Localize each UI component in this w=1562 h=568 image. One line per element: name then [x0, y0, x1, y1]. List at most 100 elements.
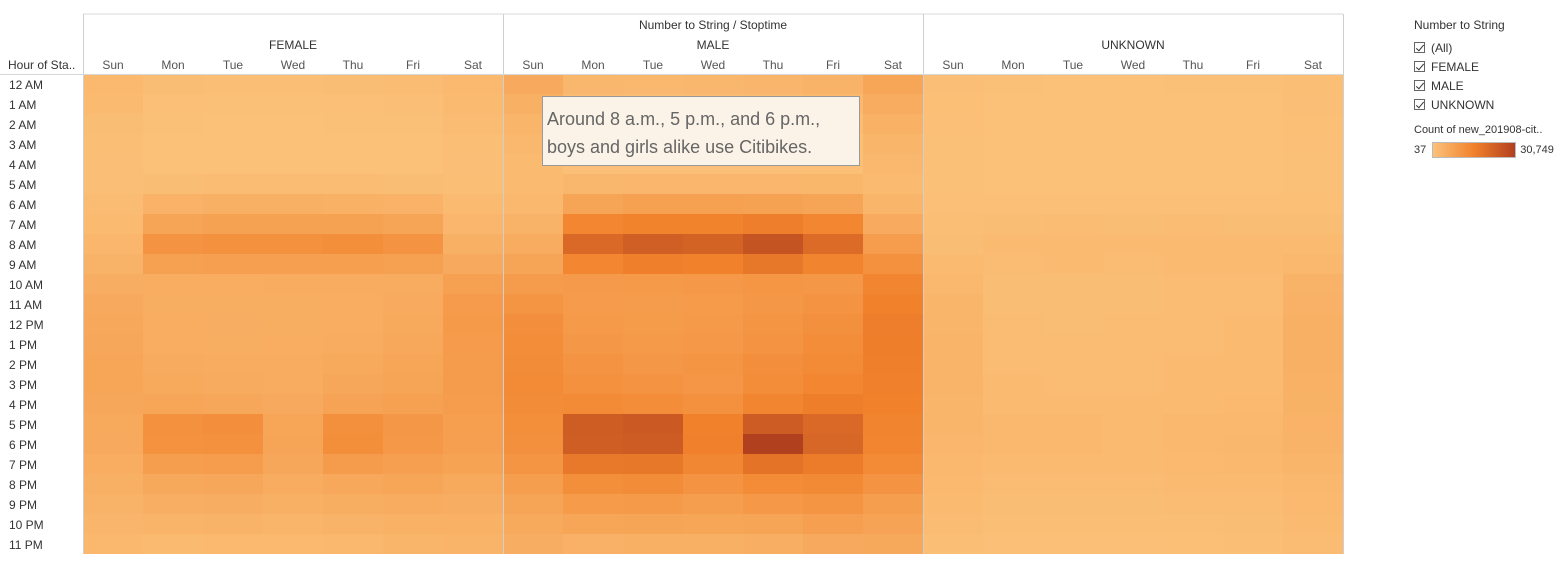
heatmap-cell: [1283, 434, 1343, 454]
heatmap-cell: [623, 354, 683, 374]
heatmap-cell: [1223, 274, 1283, 294]
heatmap-cell: [1283, 274, 1343, 294]
heatmap-cell: [623, 334, 683, 354]
group-label: MALE: [697, 38, 730, 52]
heatmap-cell: [983, 434, 1043, 454]
heatmap-cell: [83, 294, 143, 314]
heatmap-cell: [1223, 454, 1283, 474]
heatmap-cell: [563, 254, 623, 274]
heatmap-cell: [1283, 114, 1343, 134]
heatmap-cell: [443, 394, 503, 414]
heatmap-cell: [503, 334, 563, 354]
filter-option-all[interactable]: (All): [1414, 38, 1562, 57]
checkbox-checked-icon[interactable]: [1414, 99, 1425, 110]
heatmap-cell: [383, 134, 443, 154]
heatmap-cell: [443, 154, 503, 174]
heatmap-cell: [83, 254, 143, 274]
heatmap-cell: [803, 194, 863, 214]
heatmap-cell: [1043, 294, 1103, 314]
heatmap-cell: [503, 214, 563, 234]
checkbox-checked-icon[interactable]: [1414, 42, 1425, 53]
heatmap-cell: [1103, 534, 1163, 554]
heatmap-cell: [1223, 94, 1283, 114]
heatmap-cell: [863, 374, 923, 394]
heatmap-cell: [383, 274, 443, 294]
heatmap-cell: [1043, 254, 1103, 274]
heatmap-cell: [203, 174, 263, 194]
heatmap-cell: [1103, 334, 1163, 354]
heatmap-cell: [863, 314, 923, 334]
heatmap-cell: [503, 374, 563, 394]
heatmap-cell: [1103, 494, 1163, 514]
heatmap-cell: [743, 534, 803, 554]
day-label: Wed: [281, 58, 305, 72]
heatmap-cell: [83, 434, 143, 454]
heatmap-cell: [1043, 394, 1103, 414]
heatmap-cell: [503, 534, 563, 554]
heatmap-cell: [743, 74, 803, 94]
day-label: Tue: [1063, 58, 1084, 72]
heatmap-cell: [1223, 514, 1283, 534]
heatmap-cell: [1043, 434, 1103, 454]
day-label: Mon: [161, 58, 184, 72]
heatmap-cell: [263, 254, 323, 274]
heatmap-cell: [1163, 94, 1223, 114]
heatmap-cell: [1283, 174, 1343, 194]
heatmap-cell: [1043, 194, 1103, 214]
heatmap-cell: [203, 234, 263, 254]
heatmap-chart: Number to String / Stoptime Hour of Sta.…: [0, 13, 1344, 554]
heatmap-cell: [563, 334, 623, 354]
heatmap-cell: [1043, 374, 1103, 394]
heatmap-cell: [683, 414, 743, 434]
filter-option-label: (All): [1431, 40, 1453, 55]
heatmap-cell: [863, 534, 923, 554]
heatmap-cell: [623, 294, 683, 314]
heatmap-cell: [1163, 194, 1223, 214]
heatmap-cell: [143, 134, 203, 154]
heatmap-cell: [983, 394, 1043, 414]
day-label: Sun: [102, 58, 123, 72]
heatmap-cell: [623, 194, 683, 214]
heatmap-cell: [1283, 374, 1343, 394]
heatmap-cell: [863, 74, 923, 94]
chart-title: Number to String / Stoptime: [639, 18, 787, 32]
heatmap-cell: [803, 434, 863, 454]
heatmap-cell: [83, 374, 143, 394]
heatmap-cell: [983, 134, 1043, 154]
heatmap-cell: [83, 474, 143, 494]
heatmap-cell: [803, 474, 863, 494]
heatmap-cell: [623, 214, 683, 234]
heatmap-cell: [443, 354, 503, 374]
checkbox-checked-icon[interactable]: [1414, 61, 1425, 72]
heatmap-cell: [323, 94, 383, 114]
heatmap-cell: [1043, 474, 1103, 494]
heatmap-cell: [83, 274, 143, 294]
heatmap-cell: [143, 214, 203, 234]
heatmap-cell: [863, 494, 923, 514]
heatmap-cell: [623, 74, 683, 94]
hour-label: 12 AM: [9, 78, 43, 92]
checkbox-checked-icon[interactable]: [1414, 80, 1425, 91]
heatmap-cell: [923, 114, 983, 134]
group-label: FEMALE: [269, 38, 317, 52]
heatmap-cell: [983, 514, 1043, 534]
heatmap-cell: [83, 314, 143, 334]
heatmap-cell: [923, 314, 983, 334]
heatmap-cell: [143, 374, 203, 394]
hour-label: 6 AM: [9, 198, 36, 212]
heatmap-cell: [1043, 74, 1103, 94]
heatmap-cell: [1163, 474, 1223, 494]
heatmap-cell: [923, 194, 983, 214]
heatmap-cell: [563, 314, 623, 334]
heatmap-cell: [203, 94, 263, 114]
heatmap-cell: [263, 394, 323, 414]
heatmap-cell: [683, 234, 743, 254]
heatmap-cell: [1223, 474, 1283, 494]
heatmap-cell: [983, 414, 1043, 434]
heatmap-cell: [743, 274, 803, 294]
filter-option-female[interactable]: FEMALE: [1414, 57, 1562, 76]
filter-option-unknown[interactable]: UNKNOWN: [1414, 95, 1562, 114]
filter-option-male[interactable]: MALE: [1414, 76, 1562, 95]
heatmap-cell: [1043, 234, 1103, 254]
heatmap-cell: [263, 294, 323, 314]
